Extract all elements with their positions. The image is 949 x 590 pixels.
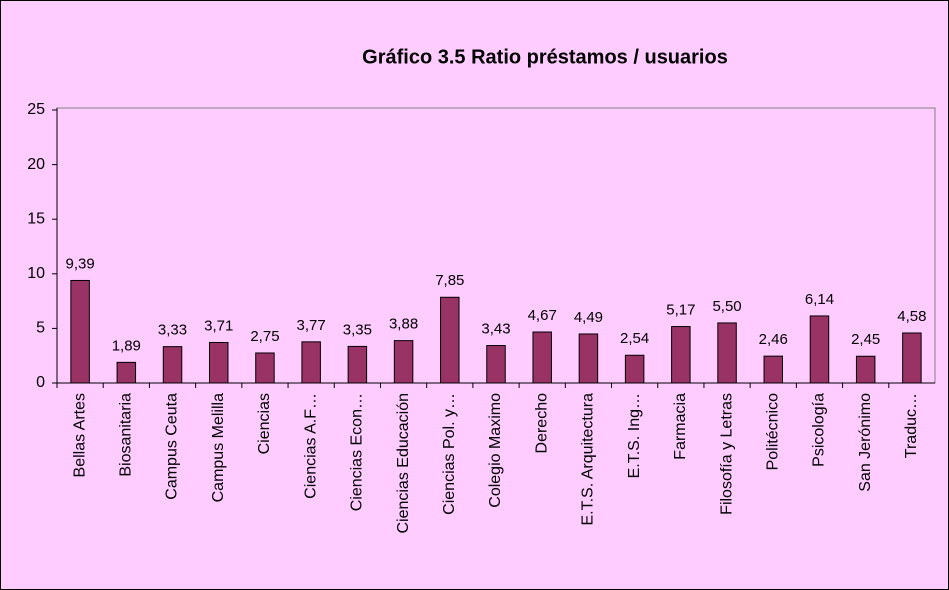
value-label: 3,71 <box>204 317 233 334</box>
bar <box>116 361 137 384</box>
x-tick-label: Ciencias Educación <box>395 393 412 534</box>
x-tick-label: Politécnico <box>764 393 781 470</box>
x-tick-label: E.T.S. Ing… <box>626 393 643 478</box>
x-tick-label: Bellas Artes <box>71 393 88 477</box>
bar <box>440 296 460 384</box>
value-label: 2,45 <box>851 331 880 348</box>
bar <box>578 333 599 384</box>
value-label: 2,54 <box>620 330 649 347</box>
x-tick-label: Traduc… <box>903 393 920 458</box>
value-label: 2,75 <box>250 328 279 345</box>
x-tick-label: Derecho <box>533 393 550 454</box>
x-tick-label: Filosofía y Letras <box>718 393 735 515</box>
y-tick-label: 10 <box>27 265 45 282</box>
value-label: 4,49 <box>574 309 603 326</box>
bar <box>70 279 90 384</box>
y-tick-label: 0 <box>36 374 45 391</box>
bar <box>809 315 830 384</box>
value-label: 3,77 <box>297 317 326 334</box>
bar <box>671 326 691 384</box>
bar <box>208 341 229 384</box>
value-label: 4,58 <box>897 308 926 325</box>
bar <box>393 340 414 384</box>
value-label: 1,89 <box>112 337 141 354</box>
value-label: 5,17 <box>666 302 695 319</box>
x-tick-label: Ciencias Pol. y… <box>441 393 458 515</box>
x-tick-label: San Jerónimo <box>857 393 874 492</box>
bar <box>624 354 645 384</box>
x-tick-label: Ciencias <box>256 393 273 454</box>
x-tick-label: Ciencias A.F… <box>302 393 319 499</box>
y-tick-label: 25 <box>27 101 45 118</box>
bar <box>486 345 506 384</box>
value-label: 9,39 <box>66 255 95 272</box>
value-label: 3,33 <box>158 322 187 339</box>
x-tick-label: Psicología <box>811 393 828 467</box>
value-label: 6,14 <box>805 291 834 308</box>
value-label: 7,85 <box>435 272 464 289</box>
value-label: 4,67 <box>528 307 557 324</box>
x-tick-label: Campus Ceuta <box>164 393 181 500</box>
x-tick-label: Farmacia <box>672 393 689 460</box>
x-tick-label: Colegio Maximo <box>487 393 504 508</box>
value-label: 2,46 <box>759 331 788 348</box>
y-tick-label: 5 <box>36 320 45 337</box>
bar <box>532 331 552 384</box>
plot-area <box>56 107 936 384</box>
value-label: 3,43 <box>481 321 510 338</box>
x-tick-label: Ciencias Econ… <box>349 393 366 511</box>
chart-title: Gráfico 3.5 Ratio préstamos / usuarios <box>362 46 728 68</box>
value-label: 5,50 <box>712 298 741 315</box>
bar <box>162 346 183 384</box>
x-tick-label: Campus Melilla <box>210 393 227 502</box>
bar <box>902 332 922 384</box>
bar <box>301 341 321 384</box>
x-tick-label: Biosanitaria <box>118 393 135 477</box>
bar <box>347 345 368 384</box>
bar <box>717 322 737 384</box>
bar <box>763 355 784 384</box>
bar <box>255 352 275 384</box>
value-label: 3,88 <box>389 316 418 333</box>
value-label: 3,35 <box>343 321 372 338</box>
y-tick-label: 20 <box>27 156 45 173</box>
y-tick-label: 15 <box>27 210 45 227</box>
x-tick-label: E.T.S. Arquitectura <box>580 393 597 526</box>
bar <box>855 355 876 384</box>
